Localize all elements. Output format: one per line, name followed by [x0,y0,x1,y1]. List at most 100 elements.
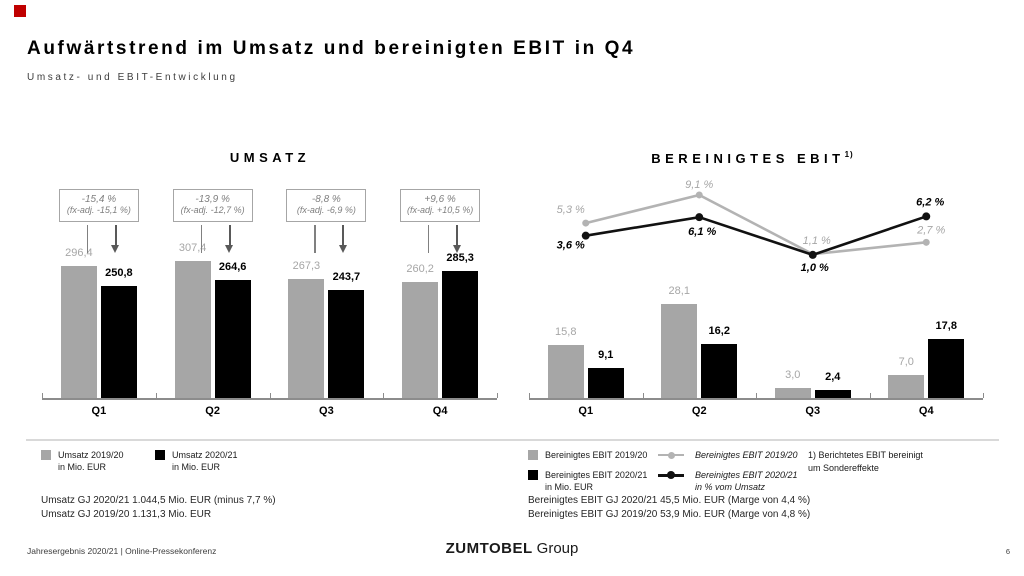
line-point [695,213,704,222]
bar-value-umsatz-q4: 260,2 [406,263,434,275]
line-value-label: 6,1 % [688,226,716,238]
ebit-chart-title: BEREINIGTES EBIT1) [520,150,985,166]
bar-ebit-2019-20-q2 [661,304,698,398]
callout-change-pct: +9,6 % [424,194,456,205]
down-line [86,225,89,253]
line-value-label: 1,0 % [801,262,829,274]
legend-label: Umsatz 2019/20 in Mio. EUR [58,450,124,472]
callout-fx-adj-pct: (fx-adj. -6,9 %) [296,205,356,215]
bar-ebit-2020-21-q1 [587,368,624,398]
line-value-label: 2,7 % [916,224,945,236]
bar-ebit-2019-20-q1 [547,345,584,398]
line-value-label: 3,6 % [557,240,585,252]
ebit-x-axis [529,398,983,400]
axis-tick [529,393,530,398]
bar-ebit-2020-21-q4 [928,339,965,398]
line-point [922,212,931,221]
bar-umsatz-2019-20-q3 [288,279,325,398]
line-value-label: 9,1 % [685,179,713,191]
bar-umsatz-2019-20-q2 [174,261,211,398]
legend-label: Bereinigtes EBIT 2020/21 in % vom Umsatz [695,470,798,492]
bar-umsatz-2020-21-q1 [100,286,137,398]
umsatz-x-axis [42,398,497,400]
ebit-chart: BEREINIGTES EBIT1) 5,3 % 9,1 % 1,1 % 2,7 % 3… [520,145,1024,437]
line-value-label: 1,1 % [803,235,831,247]
callout-fx-adj-pct: (fx-adj. -12,7 %) [180,205,245,215]
line-point [582,219,590,227]
legend-label: Bereinigtes EBIT 2019/20 [545,450,648,460]
bar-umsatz-2019-20-q4 [402,282,439,398]
bar-value-ebit-q4: 17,8 [935,320,957,332]
x-label-q1: Q1 [91,405,107,417]
down-arrow-shaft [114,225,117,246]
line-point [922,238,930,246]
bar-umsatz-2020-21-q2 [214,280,251,398]
legend-label: Umsatz 2020/21 in Mio. EUR [172,450,238,472]
bar-value-ebit-q1: 9,1 [598,349,614,361]
page-subtitle: Umsatz- und EBIT-Entwicklung [27,72,238,83]
axis-tick [869,393,871,398]
callout-fx-adj-pct: (fx-adj. -15,1 %) [66,205,131,215]
callout-change-pct: -13,9 % [195,194,230,205]
down-arrow-shaft [228,225,231,246]
gray-line-marker-icon [658,450,684,460]
bar-value-umsatz-q2: 307,4 [178,242,207,254]
legend-label: Bereinigtes EBIT 2020/21 in Mio. EUR [545,470,648,492]
ebit-summary: Bereinigtes EBIT GJ 2020/21 45,5 Mio. EU… [528,495,811,520]
bar-umsatz-2020-21-q3 [328,290,365,398]
bar-value-ebit-q4: 7,0 [898,356,914,368]
gray-swatch-icon [41,450,51,460]
logo-zumtobel: ZUMTOBEL [445,540,533,557]
bar-value-umsatz-q2: 264,6 [218,261,247,273]
bar-umsatz-2020-21-q4 [442,271,479,398]
line-value-label: 5,3 % [557,204,585,216]
umsatz-chart-title: UMSATZ [229,150,311,165]
black-swatch-icon [528,470,538,480]
black-swatch-icon [155,450,165,460]
line-value-label: 6,2 % [916,196,944,208]
x-label-q4: Q4 [918,405,934,417]
black-line-marker-icon [658,470,684,480]
x-label-q3: Q3 [805,405,821,417]
down-line [200,225,202,253]
bar-value-umsatz-q1: 296,4 [65,247,93,259]
callout-q2: -13,9 % (fx-adj. -12,7 %) [172,189,253,222]
bar-ebit-2020-21-q3 [814,390,851,398]
umsatz-summary: Umsatz GJ 2020/21 1.044,5 Mio. EUR (minu… [41,495,276,520]
x-label-q2: Q2 [205,405,220,417]
callout-q3: -8,8 % (fx-adj. -6,9 %) [286,189,367,222]
company-logo: ZUMTOBEL Group [0,540,1024,558]
line-ebit-2020-21 [585,215,927,257]
callout-change-pct: -8,8 % [311,194,341,205]
bar-value-ebit-q2: 28,1 [668,285,690,297]
bar-umsatz-2019-20-q1 [60,266,97,398]
bar-ebit-2019-20-q4 [888,375,925,398]
axis-tick [155,393,157,398]
callout-change-pct: -15,4 % [81,194,117,205]
line-ebit-2019-20 [585,193,927,256]
x-label-q4: Q4 [432,405,448,417]
axis-tick [383,393,385,398]
bar-value-ebit-q2: 16,2 [708,325,730,337]
brand-red-square-icon [14,5,26,17]
footer-event-label: Jahresergebnis 2020/21 | Online-Presseko… [27,546,217,556]
ebit-bar-plot: Q1 15,8 9,1 Q2 28,1 16,2 Q3 3,0 2,4 Q4 7,0 17,8 [520,145,1024,437]
bar-ebit-2019-20-q3 [774,388,811,398]
down-arrow-head [111,245,120,253]
logo-group: Group [536,540,579,557]
axis-tick [269,393,271,398]
bar-value-umsatz-q3: 243,7 [332,271,361,283]
page-number: 6 [1005,547,1010,556]
gray-swatch-icon [528,450,538,460]
bar-ebit-2020-21-q2 [701,344,738,398]
down-line [428,225,430,253]
axis-tick [42,393,43,398]
umsatz-plot: Q1 296,4 250,8 -15,4 % (fx-adj. -15,1 %) Q2 30… [30,145,510,437]
x-label-q1: Q1 [578,405,594,417]
down-line [314,225,316,253]
bar-value-ebit-q3: 2,4 [825,371,841,383]
callout-q4: +9,6 % (fx-adj. +10,5 %) [400,189,481,222]
divider-line [26,439,999,441]
down-arrow-head [452,245,461,253]
